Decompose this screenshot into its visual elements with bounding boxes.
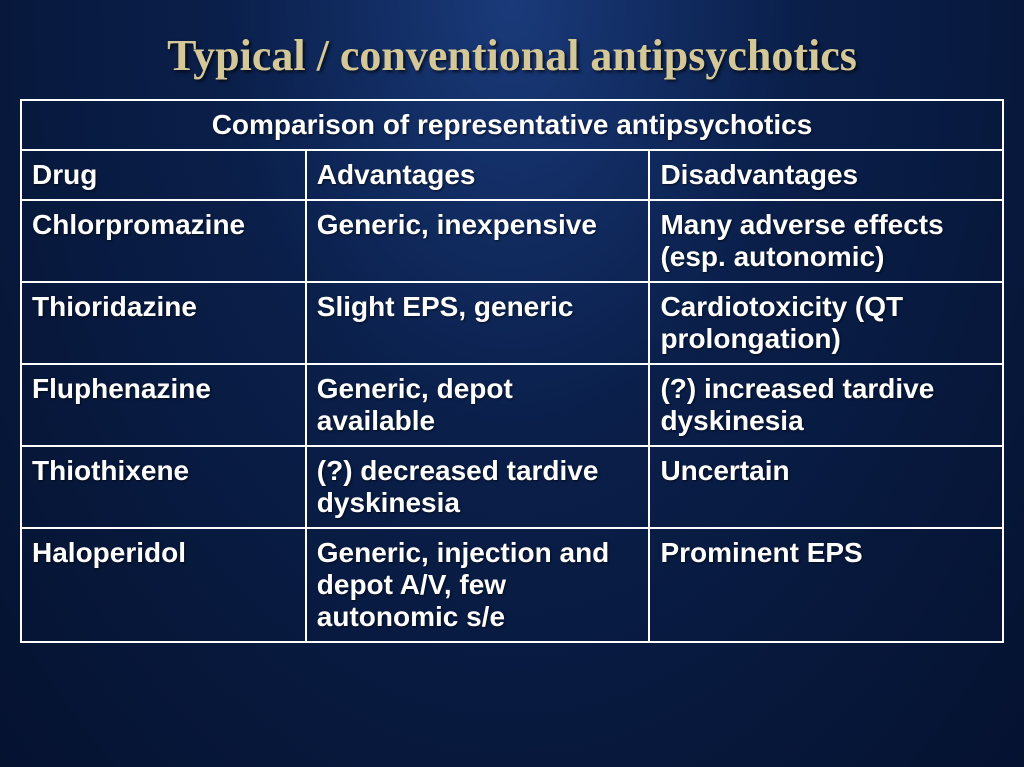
col-header-disadvantages: Disadvantages xyxy=(649,150,1003,200)
cell-drug: Chlorpromazine xyxy=(21,200,306,282)
col-header-drug: Drug xyxy=(21,150,306,200)
cell-disadvantages: Uncertain xyxy=(649,446,1003,528)
table-caption-row: Comparison of representative antipsychot… xyxy=(21,100,1003,150)
cell-advantages: Generic, injection and depot A/V, few au… xyxy=(306,528,650,642)
table-row: Chlorpromazine Generic, inexpensive Many… xyxy=(21,200,1003,282)
cell-drug: Haloperidol xyxy=(21,528,306,642)
table-header-row: Drug Advantages Disadvantages xyxy=(21,150,1003,200)
cell-advantages: Generic, inexpensive xyxy=(306,200,650,282)
cell-advantages: Generic, depot available xyxy=(306,364,650,446)
slide-title: Typical / conventional antipsychotics xyxy=(20,30,1004,81)
slide-container: Typical / conventional antipsychotics Co… xyxy=(0,0,1024,663)
cell-disadvantages: Prominent EPS xyxy=(649,528,1003,642)
cell-drug: Fluphenazine xyxy=(21,364,306,446)
cell-drug: Thioridazine xyxy=(21,282,306,364)
cell-advantages: Slight EPS, generic xyxy=(306,282,650,364)
table-caption: Comparison of representative antipsychot… xyxy=(21,100,1003,150)
cell-disadvantages: Cardiotoxicity (QT prolongation) xyxy=(649,282,1003,364)
table-row: Thioridazine Slight EPS, generic Cardiot… xyxy=(21,282,1003,364)
cell-disadvantages: Many adverse effects (esp. autonomic) xyxy=(649,200,1003,282)
cell-drug: Thiothixene xyxy=(21,446,306,528)
cell-advantages: (?) decreased tardive dyskinesia xyxy=(306,446,650,528)
col-header-advantages: Advantages xyxy=(306,150,650,200)
comparison-table: Comparison of representative antipsychot… xyxy=(20,99,1004,643)
table-row: Fluphenazine Generic, depot available (?… xyxy=(21,364,1003,446)
cell-disadvantages: (?) increased tardive dyskinesia xyxy=(649,364,1003,446)
table-row: Haloperidol Generic, injection and depot… xyxy=(21,528,1003,642)
table-row: Thiothixene (?) decreased tardive dyskin… xyxy=(21,446,1003,528)
